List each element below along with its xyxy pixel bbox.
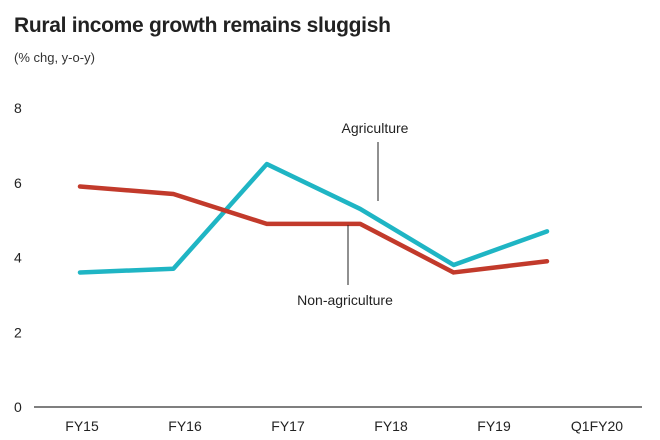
agriculture-label: Agriculture — [342, 120, 409, 136]
x-tick-label: Q1FY20 — [571, 418, 623, 434]
x-tick-label: FY17 — [271, 418, 305, 434]
x-tick-label: FY19 — [477, 418, 511, 434]
series-line-non-agriculture — [77, 184, 550, 275]
y-tick-label: 4 — [14, 250, 22, 266]
chart-subtitle: (% chg, y-o-y) — [14, 50, 95, 65]
non-agriculture-label: Non-agriculture — [297, 292, 393, 308]
y-tick-label: 8 — [14, 100, 22, 116]
y-tick-label: 2 — [14, 324, 22, 340]
chart-title: Rural income growth remains sluggish — [14, 14, 391, 37]
x-tick-label: FY18 — [374, 418, 408, 434]
x-tick-label: FY16 — [168, 418, 202, 434]
x-tick-label: FY15 — [65, 418, 99, 434]
y-tick-label: 6 — [14, 175, 22, 191]
series-line-agriculture — [77, 161, 550, 275]
y-tick-label: 0 — [14, 399, 22, 415]
